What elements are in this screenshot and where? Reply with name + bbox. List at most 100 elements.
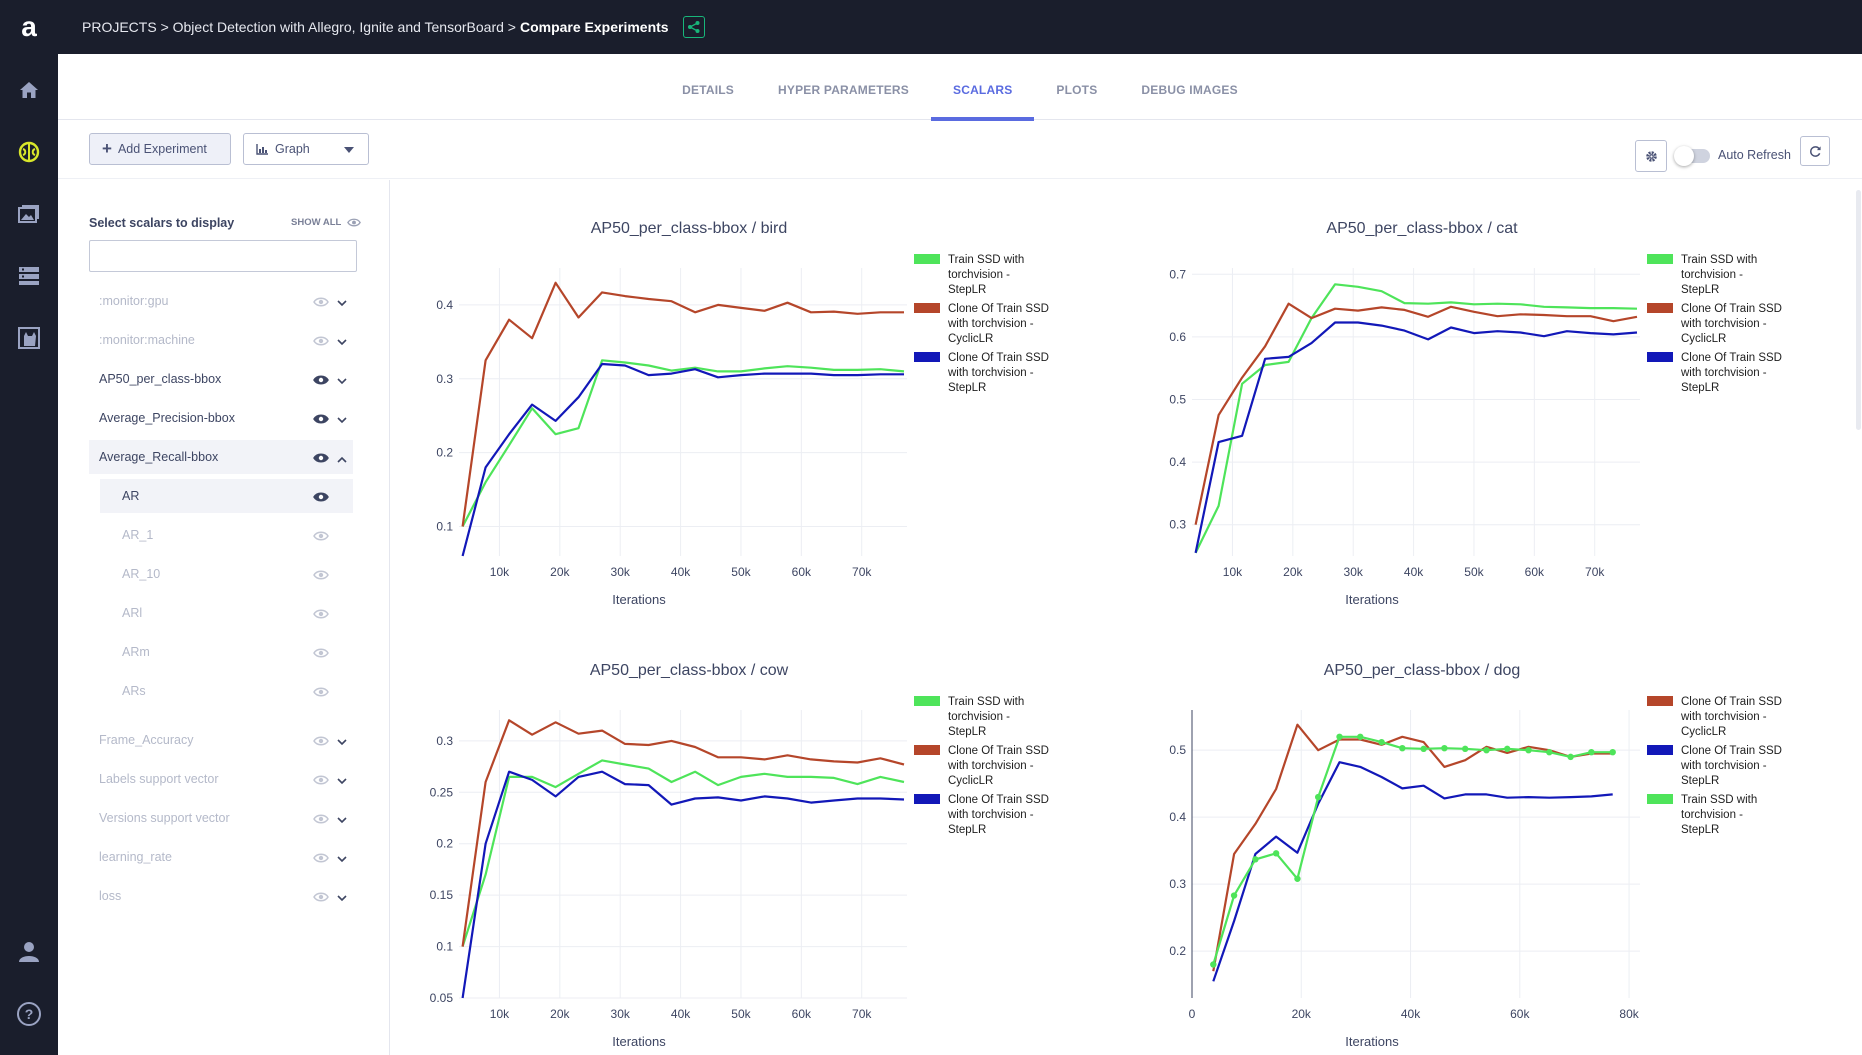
- add-experiment-button[interactable]: + Add Experiment: [89, 133, 231, 165]
- scalar-group[interactable]: Average_Recall-bbox: [89, 440, 353, 474]
- chevron-down-icon[interactable]: [337, 335, 347, 349]
- visibility-eye-icon[interactable]: [313, 569, 329, 583]
- user-profile-icon[interactable]: [11, 934, 47, 970]
- data-point[interactable]: [1567, 753, 1574, 761]
- chevron-down-icon[interactable]: [337, 374, 347, 388]
- series-line[interactable]: [461, 281, 904, 527]
- data-point[interactable]: [1378, 738, 1385, 746]
- app-logo[interactable]: a: [21, 11, 37, 42]
- tab-plots[interactable]: PLOTS: [1056, 83, 1098, 97]
- scalar-group[interactable]: loss: [89, 879, 353, 913]
- legend-swatch[interactable]: [1647, 696, 1673, 706]
- legend-label[interactable]: Train SSD with torchvision - StepLR: [1681, 254, 1757, 296]
- legend-swatch[interactable]: [914, 745, 940, 755]
- tab-hyper-parameters[interactable]: HYPER PARAMETERS: [778, 83, 909, 97]
- visibility-eye-icon[interactable]: [313, 608, 329, 622]
- data-point[interactable]: [1272, 850, 1280, 857]
- data-point[interactable]: [1461, 745, 1469, 753]
- scalar-group[interactable]: Labels support vector: [89, 762, 353, 796]
- series-line[interactable]: [1194, 283, 1638, 554]
- scalar-group[interactable]: AP50_per_class-bbox: [89, 362, 353, 396]
- scalar-group[interactable]: learning_rate: [89, 840, 353, 874]
- visibility-eye-icon[interactable]: [313, 296, 329, 310]
- data-point[interactable]: [1357, 733, 1364, 740]
- scalar-group[interactable]: :monitor:machine: [89, 323, 353, 357]
- data-point[interactable]: [1483, 746, 1490, 754]
- visibility-eye-icon[interactable]: [313, 735, 329, 749]
- visibility-eye-icon[interactable]: [313, 647, 329, 661]
- share-button[interactable]: [682, 16, 705, 38]
- scalar-subitem[interactable]: ARl: [100, 596, 353, 630]
- scalar-group[interactable]: Frame_Accuracy: [89, 723, 353, 757]
- legend-swatch[interactable]: [914, 254, 940, 264]
- legend-label[interactable]: Clone Of Train SSD with torchvision - Step…: [1680, 745, 1782, 787]
- visibility-eye-icon[interactable]: [313, 891, 329, 905]
- data-point[interactable]: [1504, 745, 1511, 753]
- legend-swatch[interactable]: [914, 794, 940, 804]
- visibility-eye-icon[interactable]: [313, 335, 329, 349]
- legend-swatch[interactable]: [1647, 303, 1673, 313]
- tab-debug-images[interactable]: DEBUG IMAGES: [1141, 83, 1238, 97]
- chart-svg[interactable]: 10k 20k 30k 40k 50k 60k 70k 0.05 0.1 0.15 0.2 0.25 0…: [391, 622, 1124, 1055]
- visibility-eye-icon[interactable]: [313, 530, 329, 544]
- legend-swatch[interactable]: [1647, 794, 1673, 804]
- refresh-button[interactable]: [1800, 136, 1830, 166]
- data-point[interactable]: [1336, 733, 1343, 740]
- legend-label[interactable]: Clone Of Train SSD with torchvision - Cycl…: [1680, 696, 1782, 738]
- visibility-eye-icon[interactable]: [313, 813, 329, 827]
- data-point[interactable]: [1210, 961, 1217, 968]
- settings-button[interactable]: [1635, 140, 1667, 172]
- series-line[interactable]: [461, 719, 905, 947]
- chevron-down-icon[interactable]: [337, 852, 347, 866]
- chevron-down-icon[interactable]: [337, 735, 347, 749]
- chevron-down-icon[interactable]: [337, 774, 347, 788]
- datasets-icon[interactable]: [11, 258, 47, 294]
- data-point[interactable]: [1546, 748, 1553, 756]
- series-line[interactable]: [461, 770, 905, 999]
- visibility-eye-icon[interactable]: [313, 452, 329, 466]
- data-point[interactable]: [1420, 745, 1427, 753]
- series-line[interactable]: [1212, 735, 1613, 965]
- visibility-eye-icon[interactable]: [313, 686, 329, 700]
- data-point[interactable]: [1315, 793, 1322, 801]
- legend-label[interactable]: Clone Of Train SSD with torchvision - Step…: [1680, 352, 1782, 394]
- auto-refresh-toggle[interactable]: [1674, 146, 1710, 166]
- series-line[interactable]: [461, 362, 904, 557]
- legend-label[interactable]: Clone Of Train SSD with torchvision - Cycl…: [1680, 303, 1782, 345]
- scalar-subitem[interactable]: ARs: [100, 674, 353, 708]
- visibility-eye-icon[interactable]: [313, 491, 329, 505]
- visibility-eye-icon[interactable]: [313, 374, 329, 388]
- scalar-group[interactable]: :monitor:gpu: [89, 284, 353, 318]
- chart-svg[interactable]: 0 20k 40k 60k 80k 0.2 0.3 0.4 0.5 Clone Of Train …: [1124, 622, 1857, 1055]
- data-point[interactable]: [1609, 748, 1616, 756]
- legend-swatch[interactable]: [914, 352, 940, 362]
- chevron-up-icon[interactable]: [337, 452, 347, 466]
- scalar-search-input[interactable]: [89, 240, 357, 272]
- legend-swatch[interactable]: [914, 303, 940, 313]
- scalar-subitem[interactable]: ARm: [100, 635, 353, 669]
- scalar-group[interactable]: Versions support vector: [89, 801, 353, 835]
- visibility-eye-icon[interactable]: [313, 852, 329, 866]
- chart-svg[interactable]: 10k 20k 30k 40k 50k 60k 70k 0.1 0.2 0.3 0.4 Train S…: [391, 180, 1124, 622]
- scalar-subitem[interactable]: AR: [100, 479, 353, 513]
- series-line[interactable]: [1212, 761, 1613, 982]
- legend-label[interactable]: Train SSD with torchvision - StepLR: [1681, 794, 1757, 836]
- data-point[interactable]: [1525, 746, 1532, 754]
- legend-label[interactable]: Train SSD with torchvision - StepLR: [948, 254, 1024, 296]
- workers-cat-icon[interactable]: [11, 320, 47, 356]
- series-line[interactable]: [1194, 302, 1638, 525]
- data-point[interactable]: [1588, 748, 1595, 756]
- data-point[interactable]: [1252, 856, 1259, 863]
- home-icon[interactable]: [11, 72, 47, 108]
- page-scrollbar[interactable]: [1856, 190, 1861, 430]
- chevron-down-icon[interactable]: [337, 891, 347, 905]
- legend-label[interactable]: Clone Of Train SSD with torchvision - Cycl…: [947, 303, 1049, 345]
- show-all-button[interactable]: SHOW ALL: [291, 217, 362, 228]
- chart-svg[interactable]: 10k 20k 30k 40k 50k 60k 70k 0.3 0.4 0.5 0.6 0.7 Trai…: [1124, 180, 1857, 622]
- scalar-group[interactable]: Average_Precision-bbox: [89, 401, 353, 435]
- scalar-subitem[interactable]: AR_10: [100, 557, 353, 591]
- tab-scalars[interactable]: SCALARS: [931, 54, 1035, 121]
- help-icon[interactable]: ?: [11, 996, 47, 1032]
- chevron-down-icon[interactable]: [337, 296, 347, 310]
- chevron-down-icon[interactable]: [337, 813, 347, 827]
